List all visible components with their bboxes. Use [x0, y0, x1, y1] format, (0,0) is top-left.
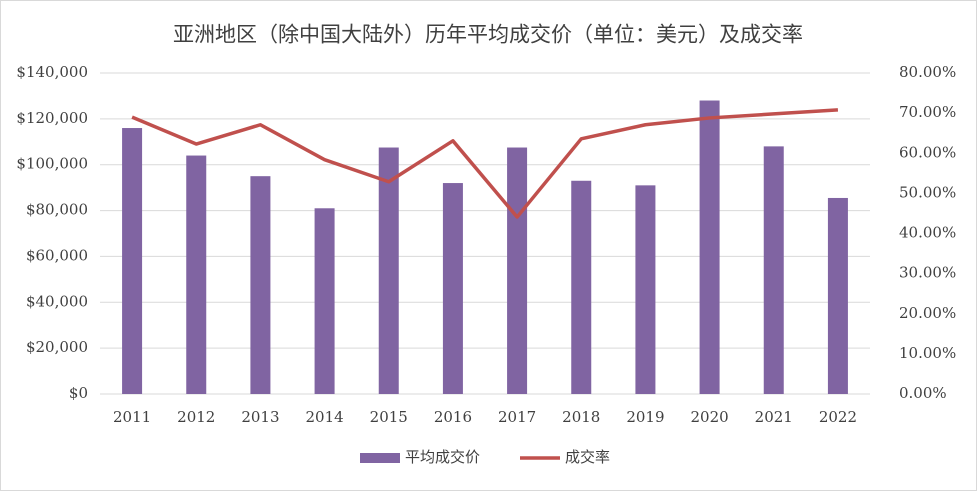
y-tick-label: $40,000 [26, 292, 88, 310]
y-tick-label: $140,000 [16, 63, 88, 81]
y2-tick-label: 50.00% [899, 183, 956, 201]
y2-tick-label: 0.00% [899, 384, 947, 402]
line [131, 108, 839, 219]
y-tick-label: $60,000 [26, 246, 88, 264]
x-tick-label: 2011 [113, 408, 151, 426]
bar [507, 147, 528, 394]
bar [122, 128, 143, 394]
y2-tick-label: 20.00% [899, 304, 956, 322]
y-tick-label: $20,000 [26, 338, 88, 356]
y2-tick-label: 10.00% [899, 344, 956, 362]
legend-label: 成交率 [565, 448, 610, 466]
bar [763, 146, 784, 394]
y2-tick-label: 70.00% [899, 103, 956, 121]
bar [314, 208, 335, 394]
y-tick-label: $100,000 [16, 155, 88, 173]
bar [378, 147, 399, 394]
bar [635, 185, 656, 394]
bar [827, 197, 848, 394]
y2-tick-label: 60.00% [899, 143, 956, 161]
x-tick-label: 2017 [498, 408, 536, 426]
bar [186, 155, 207, 394]
bar [250, 176, 271, 394]
chart-title: 亚洲地区（除中国大陆外）历年平均成交价（单位：美元）及成交率 [173, 23, 803, 47]
y2-tick-label: 40.00% [899, 224, 956, 242]
bar [699, 100, 720, 394]
x-tick-label: 2020 [690, 408, 728, 426]
legend-swatch [360, 453, 400, 463]
y-tick-label: $0 [69, 384, 88, 402]
y2-tick-label: 30.00% [899, 264, 956, 282]
x-tick-label: 2014 [305, 408, 343, 426]
y-tick-label: $120,000 [16, 109, 88, 127]
x-tick-label: 2022 [819, 408, 857, 426]
bar [571, 180, 592, 394]
y-tick-label: $80,000 [26, 201, 88, 219]
legend-label: 平均成交价 [405, 448, 480, 466]
x-tick-label: 2016 [434, 408, 472, 426]
x-tick-label: 2021 [755, 408, 793, 426]
bar [442, 183, 463, 394]
x-tick-label: 2012 [177, 408, 215, 426]
x-tick-label: 2018 [562, 408, 600, 426]
x-tick-label: 2015 [370, 408, 408, 426]
x-tick-label: 2013 [241, 408, 279, 426]
y2-tick-label: 80.00% [899, 63, 956, 81]
x-tick-label: 2019 [626, 408, 664, 426]
